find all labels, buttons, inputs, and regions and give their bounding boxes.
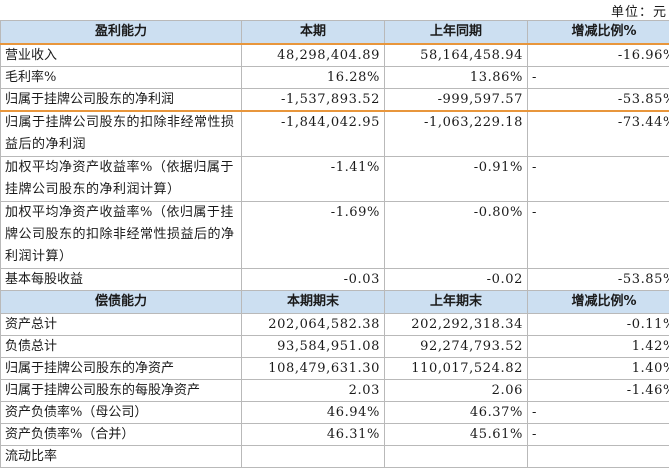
current-value: -0.03 (242, 269, 385, 291)
table-row: 归属于挂牌公司股东的每股净资产 2.03 2.06 -1.46% (1, 380, 669, 402)
unit-label: 单位：元 (611, 1, 667, 20)
header-cell: 偿债能力 (1, 291, 242, 314)
change-value: -16.96% (528, 44, 669, 67)
current-value: 16.28% (242, 67, 385, 89)
row-label: 归属于挂牌公司股东的净资产 (1, 358, 242, 380)
table-row: 资产总计 202,064,582.38 202,292,318.34 -0.11… (1, 314, 669, 336)
current-value: 2.03 (242, 380, 385, 402)
prior-value: 45.61% (385, 424, 528, 446)
table-row: 归属于挂牌公司股东的净资产 108,479,631.30 110,017,524… (1, 358, 669, 380)
prior-value: -0.02 (385, 269, 528, 291)
prior-value: -999,597.57 (385, 89, 528, 112)
table-row: 负债总计 93,584,951.08 92,274,793.52 1.42% (1, 336, 669, 358)
table-row: 资产负债率%（母公司） 46.94% 46.37% - (1, 402, 669, 424)
prior-value: 202,292,318.34 (385, 314, 528, 336)
current-value: 46.94% (242, 402, 385, 424)
current-value: 202,064,582.38 (242, 314, 385, 336)
table-row: 流动比率 (1, 446, 669, 468)
header-cell: 上年期末 (385, 291, 528, 314)
current-value: -1,537,893.52 (242, 89, 385, 112)
change-value: 1.40% (528, 358, 669, 380)
change-value: -0.11% (528, 314, 669, 336)
change-value: - (528, 157, 669, 202)
change-value: -53.85% (528, 89, 669, 112)
row-label: 流动比率 (1, 446, 242, 468)
header-cell: 盈利能力 (1, 21, 242, 45)
current-value: 108,479,631.30 (242, 358, 385, 380)
current-value (242, 446, 385, 468)
prior-value: 92,274,793.52 (385, 336, 528, 358)
row-label: 毛利率% (1, 67, 242, 89)
change-value: - (528, 67, 669, 89)
row-label: 归属于挂牌公司股东的扣除非经常性损益后的净利润 (1, 111, 242, 157)
current-value: -1.69% (242, 202, 385, 269)
row-label: 归属于挂牌公司股东的净利润 (1, 89, 242, 112)
header-cell: 增减比例% (528, 291, 669, 314)
table-row: 营业收入 48,298,404.89 58,164,458.94 -16.96% (1, 44, 669, 67)
prior-value: -0.91% (385, 157, 528, 202)
current-value: -1,844,042.95 (242, 111, 385, 157)
prior-value: -1,063,229.18 (385, 111, 528, 157)
prior-value: 13.86% (385, 67, 528, 89)
change-value: -1.46% (528, 380, 669, 402)
change-value: - (528, 424, 669, 446)
change-value: -73.44% (528, 111, 669, 157)
prior-value: 58,164,458.94 (385, 44, 528, 67)
current-value: 93,584,951.08 (242, 336, 385, 358)
current-value: 48,298,404.89 (242, 44, 385, 67)
profit-header-row: 盈利能力 本期 上年同期 增减比例% (1, 21, 669, 45)
table-row: 资产负债率%（合并） 46.31% 45.61% - (1, 424, 669, 446)
table-row: 基本每股收益 -0.03 -0.02 -53.85% (1, 269, 669, 291)
table-row: 加权平均净资产收益率%（依归属于挂牌公司股东的扣除非经常性损益后的净利润计算） … (1, 202, 669, 269)
row-label: 资产负债率%（母公司） (1, 402, 242, 424)
row-label: 负债总计 (1, 336, 242, 358)
header-cell: 上年同期 (385, 21, 528, 45)
prior-value: 110,017,524.82 (385, 358, 528, 380)
header-cell: 本期 (242, 21, 385, 45)
current-value: -1.41% (242, 157, 385, 202)
solvency-header-row: 偿债能力 本期期末 上年期末 增减比例% (1, 291, 669, 314)
header-cell: 本期期末 (242, 291, 385, 314)
table-row: 归属于挂牌公司股东的净利润 -1,537,893.52 -999,597.57 … (1, 89, 669, 112)
row-label: 归属于挂牌公司股东的每股净资产 (1, 380, 242, 402)
prior-value: 2.06 (385, 380, 528, 402)
header-cell: 增减比例% (528, 21, 669, 45)
row-label: 资产负债率%（合并） (1, 424, 242, 446)
table-row: 毛利率% 16.28% 13.86% - (1, 67, 669, 89)
prior-value: 46.37% (385, 402, 528, 424)
table-row: 归属于挂牌公司股东的扣除非经常性损益后的净利润 -1,844,042.95 -1… (1, 111, 669, 157)
row-label: 加权平均净资产收益率%（依据归属于挂牌公司股东的净利润计算） (1, 157, 242, 202)
prior-value: -0.80% (385, 202, 528, 269)
row-label: 营业收入 (1, 44, 242, 67)
row-label: 加权平均净资产收益率%（依归属于挂牌公司股东的扣除非经常性损益后的净利润计算） (1, 202, 242, 269)
current-value: 46.31% (242, 424, 385, 446)
change-value: 1.42% (528, 336, 669, 358)
row-label: 基本每股收益 (1, 269, 242, 291)
prior-value (385, 446, 528, 468)
change-value (528, 446, 669, 468)
change-value: -53.85% (528, 269, 669, 291)
row-label: 资产总计 (1, 314, 242, 336)
change-value: - (528, 402, 669, 424)
table-row: 加权平均净资产收益率%（依据归属于挂牌公司股东的净利润计算） -1.41% -0… (1, 157, 669, 202)
financial-table: 盈利能力 本期 上年同期 增减比例% 营业收入 48,298,404.89 58… (0, 20, 669, 468)
change-value: - (528, 202, 669, 269)
